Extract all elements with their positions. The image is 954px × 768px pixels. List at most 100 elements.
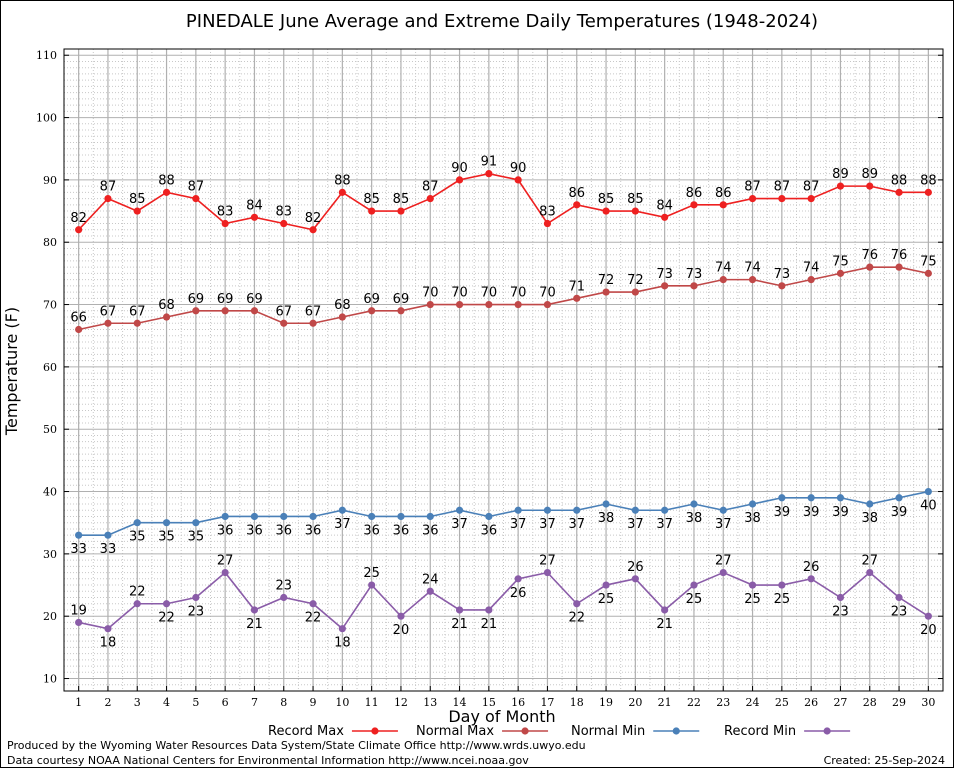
data-point (807, 575, 815, 583)
data-label: 83 (539, 205, 556, 220)
data-point (485, 606, 493, 614)
x-tick-label: 22 (687, 696, 701, 709)
data-label: 67 (100, 304, 117, 319)
x-tick-label: 14 (453, 696, 467, 709)
data-label: 23 (188, 605, 205, 620)
data-point (368, 581, 376, 589)
data-label: 85 (627, 192, 644, 207)
x-tick-label: 12 (394, 696, 408, 709)
y-tick-label: 20 (43, 610, 57, 623)
data-label: 36 (393, 523, 410, 538)
data-label: 27 (539, 554, 556, 569)
data-point (309, 600, 317, 608)
data-point (192, 593, 200, 602)
data-label: 71 (568, 279, 585, 294)
data-label: 27 (715, 554, 732, 569)
data-label: 82 (305, 211, 322, 226)
data-label: 88 (334, 173, 351, 188)
data-point (866, 182, 874, 190)
data-point (895, 188, 903, 196)
data-point (338, 625, 346, 633)
data-point (162, 519, 171, 527)
data-point (485, 170, 493, 178)
x-tick-label: 3 (134, 696, 141, 709)
x-tick-label: 26 (804, 696, 818, 709)
x-tick-label: 9 (310, 696, 317, 709)
data-point (426, 194, 434, 203)
data-point (514, 300, 522, 309)
legend-label: Normal Min (571, 724, 645, 739)
data-point (690, 201, 698, 209)
data-label: 35 (158, 530, 175, 545)
data-point (690, 500, 698, 508)
x-tick-label: 28 (863, 696, 877, 709)
data-point (690, 581, 698, 589)
x-tick-label: 1 (75, 696, 82, 709)
data-label: 40 (920, 499, 937, 514)
data-label: 75 (832, 254, 849, 269)
y-tick-label: 60 (43, 361, 57, 374)
data-label: 88 (920, 173, 937, 188)
x-axis-label: Day of Month (448, 707, 555, 726)
data-label: 84 (246, 198, 263, 213)
x-tick-label: 13 (423, 696, 437, 709)
data-point (485, 512, 493, 521)
data-label: 73 (656, 267, 673, 282)
data-label: 22 (158, 611, 175, 626)
data-point (75, 226, 83, 234)
data-label: 67 (129, 304, 146, 319)
footer-data-courtesy: Data courtesy NOAA National Centers for … (7, 754, 529, 767)
data-label: 75 (920, 254, 937, 269)
data-point (543, 219, 552, 228)
data-label: 74 (803, 261, 820, 276)
legend: Record Max Normal Max Normal Min Record Min (268, 724, 851, 739)
data-point (690, 282, 698, 290)
data-point (104, 319, 112, 327)
x-tick-label: 24 (746, 696, 760, 709)
data-label: 38 (686, 511, 703, 526)
data-label: 27 (861, 554, 878, 569)
data-point (748, 581, 757, 589)
data-point (719, 201, 727, 209)
data-label: 39 (803, 505, 820, 520)
data-label: 36 (305, 523, 322, 538)
data-label: 37 (334, 517, 351, 532)
data-point (543, 568, 552, 577)
y-tick-label: 50 (43, 423, 57, 436)
data-label: 26 (510, 586, 527, 601)
data-label: 19 (70, 603, 87, 618)
data-point (221, 219, 229, 228)
x-tick-label: 30 (921, 696, 935, 709)
data-label: 27 (217, 554, 234, 569)
data-label: 37 (568, 517, 585, 532)
data-label: 39 (774, 505, 791, 520)
data-label: 37 (510, 517, 527, 532)
data-label: 87 (744, 180, 761, 195)
footer-produced-by: Produced by the Wyoming Water Resources … (7, 739, 586, 752)
data-point (924, 188, 932, 196)
data-label: 37 (627, 517, 644, 532)
data-point (602, 581, 610, 589)
data-label: 87 (188, 180, 205, 195)
data-label: 26 (627, 560, 644, 575)
data-point (719, 568, 727, 577)
data-point (778, 282, 786, 290)
data-label: 23 (275, 579, 292, 594)
data-point (661, 282, 669, 290)
legend-item: Record Max (268, 724, 398, 739)
data-point (573, 201, 581, 209)
data-point (221, 568, 229, 577)
data-point (104, 625, 112, 633)
data-label: 21 (656, 617, 673, 632)
data-point (661, 213, 669, 221)
data-point (602, 288, 610, 296)
x-tick-label: 21 (658, 696, 672, 709)
x-tick-label: 19 (599, 696, 613, 709)
y-axis-label: Temperature (F) (2, 307, 21, 436)
data-label: 87 (422, 180, 439, 195)
data-label: 23 (891, 605, 908, 620)
data-label: 86 (568, 186, 585, 201)
x-tick-label: 27 (833, 696, 847, 709)
data-label: 66 (70, 310, 87, 325)
